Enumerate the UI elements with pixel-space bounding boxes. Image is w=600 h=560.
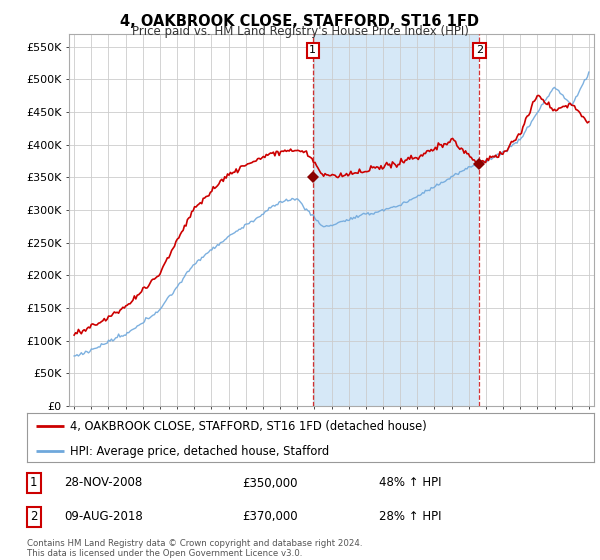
Text: 2: 2 — [30, 510, 38, 523]
Point — [60, 423, 67, 430]
Point — [32, 423, 39, 430]
Text: 48% ↑ HPI: 48% ↑ HPI — [379, 477, 441, 489]
Text: 1: 1 — [309, 45, 316, 55]
Text: 09-AUG-2018: 09-AUG-2018 — [64, 510, 143, 523]
Point — [60, 448, 67, 455]
Text: Contains HM Land Registry data © Crown copyright and database right 2024.
This d: Contains HM Land Registry data © Crown c… — [27, 539, 362, 558]
Text: Price paid vs. HM Land Registry's House Price Index (HPI): Price paid vs. HM Land Registry's House … — [131, 25, 469, 38]
Bar — [313, 34, 479, 406]
Text: 4, OAKBROOK CLOSE, STAFFORD, ST16 1FD (detached house): 4, OAKBROOK CLOSE, STAFFORD, ST16 1FD (d… — [70, 420, 426, 433]
Text: 28% ↑ HPI: 28% ↑ HPI — [379, 510, 441, 523]
Text: HPI: Average price, detached house, Stafford: HPI: Average price, detached house, Staf… — [70, 445, 329, 458]
Text: £350,000: £350,000 — [242, 477, 298, 489]
Text: 2: 2 — [476, 45, 483, 55]
Text: £370,000: £370,000 — [242, 510, 298, 523]
Text: 1: 1 — [30, 477, 38, 489]
Text: 28-NOV-2008: 28-NOV-2008 — [64, 477, 142, 489]
Text: 4, OAKBROOK CLOSE, STAFFORD, ST16 1FD: 4, OAKBROOK CLOSE, STAFFORD, ST16 1FD — [121, 14, 479, 29]
Point — [32, 448, 39, 455]
